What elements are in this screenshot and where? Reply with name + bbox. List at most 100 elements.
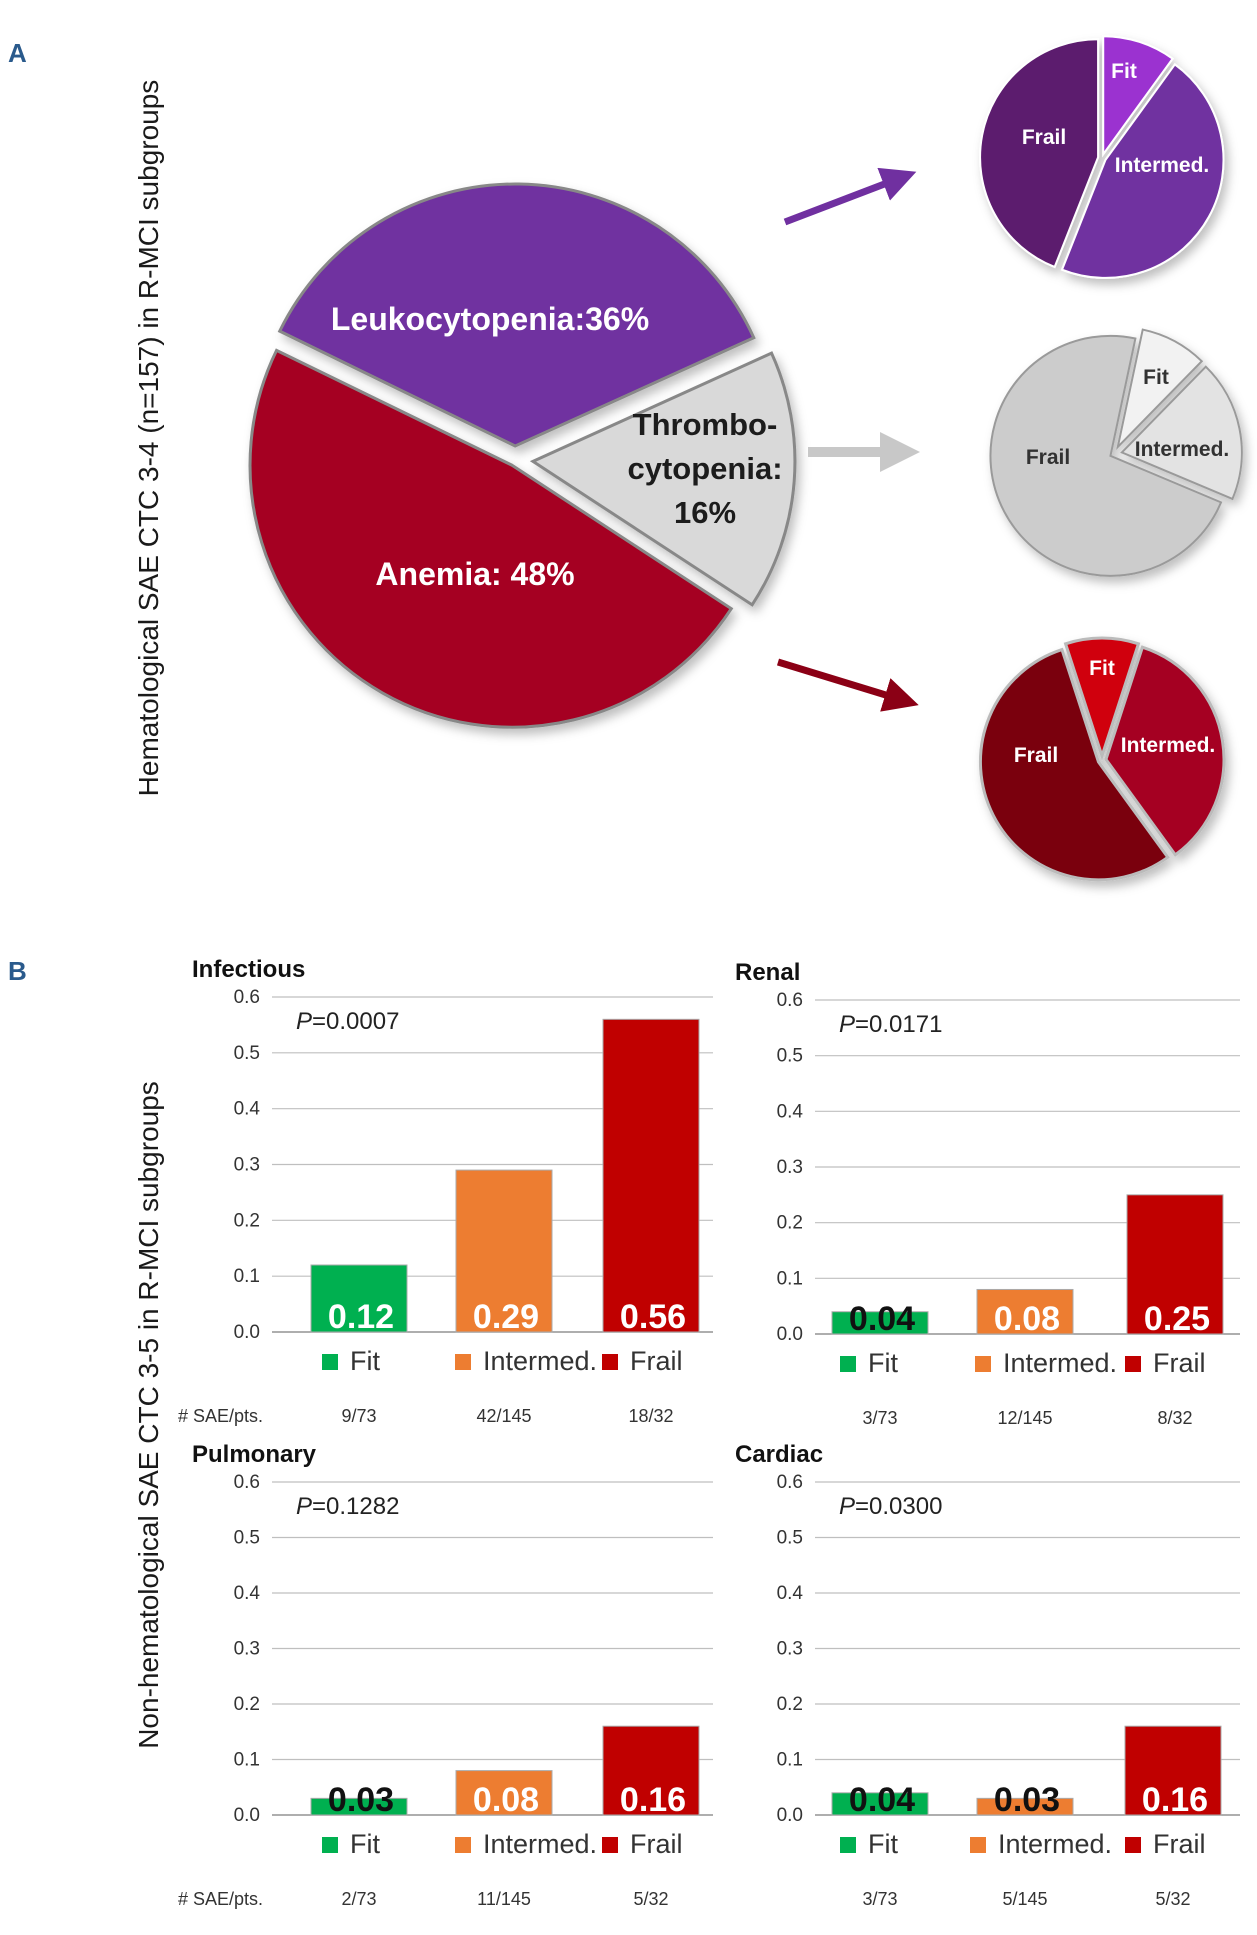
panel-b-ylabel: Non-hematological SAE CTC 3-5 in R-MCI s… [133, 1081, 164, 1749]
legend-swatch [322, 1837, 338, 1853]
legend-label: Frail [630, 1829, 683, 1859]
bar-intermed [455, 1169, 553, 1333]
pulmonary-bar-chart: Pulmonary 0.0 0.1 0.2 0.3 0.4 0.5 0.6 P=0.1282 0.… [178, 1441, 713, 1909]
legend-label: Intermed. [1003, 1348, 1117, 1378]
bar-value-label: 0.56 [620, 1298, 686, 1336]
sae-value: 5/32 [1155, 1889, 1190, 1909]
y-tick-label: 0.3 [777, 1157, 803, 1178]
y-tick-label: 0.2 [234, 1694, 260, 1715]
bar-intermed [455, 1770, 553, 1816]
legend-swatch [1125, 1356, 1141, 1372]
panel-a-ylabel: Hematological SAE CTC 3-4 (n=157) in R-M… [133, 80, 164, 797]
sae-value: 5/32 [633, 1889, 668, 1909]
p-value: P=0.1282 [296, 1493, 399, 1520]
chart-title: Infectious [192, 956, 305, 983]
legend-label: Intermed. [998, 1829, 1112, 1859]
pie-label: Intermed. [1115, 154, 1210, 177]
y-tick-label: 0.3 [777, 1639, 803, 1660]
bar-value-label: 0.16 [620, 1781, 686, 1819]
pie-slice-fit [1063, 636, 1141, 761]
bar-fit [831, 1792, 929, 1816]
y-tick-label: 0.6 [777, 990, 803, 1011]
bar-value-label: 0.03 [994, 1781, 1060, 1819]
legend-swatch [970, 1837, 986, 1853]
y-tick-label: 0.2 [777, 1213, 803, 1234]
sae-value: 9/73 [341, 1406, 376, 1426]
y-tick-label: 0.1 [777, 1268, 803, 1289]
legend-swatch [455, 1354, 471, 1370]
sae-value: 5/145 [1002, 1889, 1047, 1909]
sae-value: 11/145 [477, 1889, 531, 1909]
legend-label: Frail [1153, 1348, 1206, 1378]
y-tick-label: 0.3 [234, 1639, 260, 1660]
sae-row-label: # SAE/pts. [178, 1889, 263, 1909]
bar-value-label: 0.29 [473, 1298, 539, 1336]
y-tick-label: 0.0 [777, 1805, 803, 1826]
legend-swatch [1125, 1837, 1141, 1853]
y-tick-label: 0.5 [234, 1043, 260, 1064]
hematological-pie: Leukocytopenia:36% Thrombo-cytopenia: 16% A… [248, 182, 797, 729]
bar-frail [1124, 1725, 1222, 1816]
bar-value-label: 0.25 [1144, 1300, 1210, 1338]
cardiac-bar-chart: Cardiac 0.0 0.1 0.2 0.3 0.4 0.5 0.6 P=0.0300 0.04… [735, 1441, 1240, 1909]
sae-value: 8/32 [1157, 1408, 1192, 1428]
legend-label: Frail [630, 1346, 683, 1376]
legend-label: Fit [868, 1348, 898, 1378]
y-tick-label: 0.2 [777, 1694, 803, 1715]
legend-swatch [602, 1354, 618, 1370]
y-tick-label: 0.4 [234, 1583, 261, 1604]
legend-swatch [322, 1354, 338, 1370]
bar-fit [310, 1797, 408, 1816]
bar-value-label: 0.08 [473, 1781, 539, 1819]
pie-label: Intermed. [1121, 734, 1216, 757]
pie-label: Fit [1111, 60, 1137, 83]
y-tick-label: 0.6 [777, 1472, 803, 1493]
legend-swatch [602, 1837, 618, 1853]
pie-label: Leukocytopenia:36% [331, 301, 649, 337]
p-value: P=0.0007 [296, 1008, 399, 1035]
pie-slice-intermed [1060, 63, 1225, 279]
legend-swatch [455, 1837, 471, 1853]
sae-value: 18/32 [628, 1406, 673, 1426]
bar-frail [602, 1018, 700, 1333]
legend-label: Intermed. [483, 1829, 597, 1859]
legend-label: Frail [1153, 1829, 1206, 1859]
legend-label: Fit [350, 1829, 380, 1859]
pie-slice-fit [1102, 35, 1174, 158]
pie-slice-fit [1116, 328, 1204, 451]
arrow-leukocytopenia [783, 167, 917, 226]
bar-value-label: 0.12 [328, 1298, 394, 1336]
pie-slice-frail [989, 334, 1223, 577]
legend-label: Fit [350, 1346, 380, 1376]
bar-value-label: 0.03 [328, 1781, 394, 1819]
bar-fit [831, 1311, 929, 1335]
bar-value-label: 0.08 [994, 1300, 1060, 1338]
pie-slice-thrombo [529, 351, 797, 607]
thrombocytopenia-subgroup-pie: Fit Intermed. Frail [989, 328, 1243, 577]
pie-slice-leukocytopenia-36 [277, 182, 756, 448]
pie-label: Thrombo- [633, 407, 778, 442]
y-tick-label: 0.0 [777, 1324, 803, 1345]
bar-frail [602, 1725, 700, 1816]
y-tick-label: 0.3 [234, 1155, 260, 1176]
arrow-anemia [776, 658, 919, 712]
panel-b-letter: B [8, 956, 27, 986]
legend-swatch [840, 1356, 856, 1372]
y-tick-label: 0.5 [234, 1528, 260, 1549]
infectious-bar-chart: Infectious 0.0 0.1 0.2 0.3 0.4 0.5 0.6 P=0.0007 0… [178, 956, 713, 1426]
legend-swatch [975, 1356, 991, 1372]
sae-row-label: # SAE/pts. [178, 1406, 263, 1426]
y-tick-label: 0.1 [234, 1750, 260, 1771]
pie-slice-intermed [1120, 365, 1243, 501]
y-tick-label: 0.1 [777, 1750, 803, 1771]
y-tick-label: 0.6 [234, 987, 260, 1008]
y-tick-label: 0.1 [234, 1266, 260, 1287]
y-tick-label: 0.2 [234, 1210, 260, 1231]
y-tick-label: 0.0 [234, 1322, 260, 1343]
y-tick-label: 0.5 [777, 1046, 803, 1067]
legend-swatch [840, 1837, 856, 1853]
leukocytopenia-subgroup-pie: Fit Intermed. Frail [979, 35, 1225, 279]
sae-value: 3/73 [862, 1889, 897, 1909]
p-value: P=0.0300 [839, 1493, 942, 1520]
